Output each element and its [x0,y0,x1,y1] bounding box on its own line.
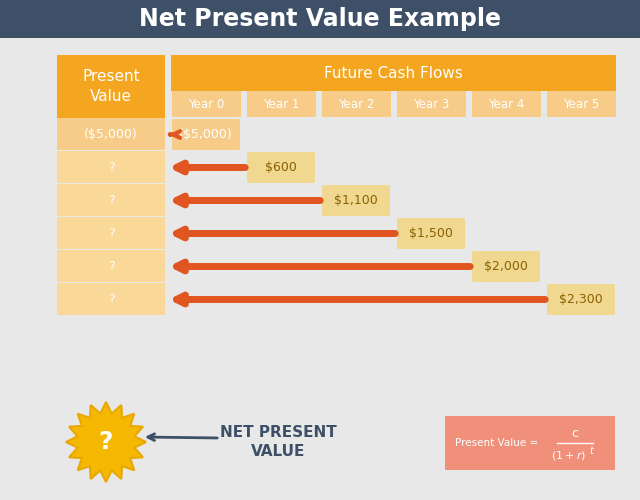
Text: ?: ? [108,293,115,306]
Text: Net Present Value Example: Net Present Value Example [139,7,501,31]
Text: $(1 + r)$: $(1 + r)$ [552,449,586,462]
Text: ($5,000): ($5,000) [179,128,233,141]
Text: $2,300: $2,300 [559,293,603,306]
Text: $1,100: $1,100 [334,194,378,207]
Text: ?: ? [108,194,115,207]
FancyBboxPatch shape [547,284,615,315]
FancyBboxPatch shape [171,55,616,91]
Polygon shape [66,402,146,482]
Text: $2,000: $2,000 [484,260,528,273]
Text: ?: ? [108,260,115,273]
Text: Year 5: Year 5 [563,98,599,111]
Text: Year 3: Year 3 [413,98,449,111]
FancyBboxPatch shape [322,91,391,117]
Text: ?: ? [99,430,113,454]
Text: Year 0: Year 0 [188,98,224,111]
FancyBboxPatch shape [397,91,466,117]
Text: t: t [589,446,593,456]
Text: $600: $600 [265,161,297,174]
Text: $1,500: $1,500 [409,227,453,240]
Text: c: c [572,428,579,440]
Text: NET PRESENT
VALUE: NET PRESENT VALUE [220,425,337,459]
FancyBboxPatch shape [247,152,315,183]
Text: Year 4: Year 4 [488,98,524,111]
FancyBboxPatch shape [57,151,165,183]
FancyBboxPatch shape [445,416,615,470]
FancyBboxPatch shape [172,119,240,150]
FancyBboxPatch shape [547,91,616,117]
Text: ($5,000): ($5,000) [84,128,138,141]
FancyBboxPatch shape [57,217,165,249]
FancyBboxPatch shape [57,55,165,118]
Text: ?: ? [108,161,115,174]
Text: Present Value =: Present Value = [455,438,541,448]
Text: Present
Value: Present Value [82,69,140,104]
FancyBboxPatch shape [57,250,165,282]
Text: Year 1: Year 1 [263,98,299,111]
FancyBboxPatch shape [247,91,316,117]
Text: Future Cash Flows: Future Cash Flows [324,66,463,80]
FancyBboxPatch shape [472,91,541,117]
FancyBboxPatch shape [172,91,241,117]
FancyBboxPatch shape [472,251,540,282]
FancyBboxPatch shape [322,185,390,216]
FancyBboxPatch shape [57,118,165,150]
FancyBboxPatch shape [0,0,640,38]
Text: Year 2: Year 2 [338,98,374,111]
FancyBboxPatch shape [57,283,165,315]
FancyBboxPatch shape [57,184,165,216]
Text: ?: ? [108,227,115,240]
FancyBboxPatch shape [397,218,465,249]
